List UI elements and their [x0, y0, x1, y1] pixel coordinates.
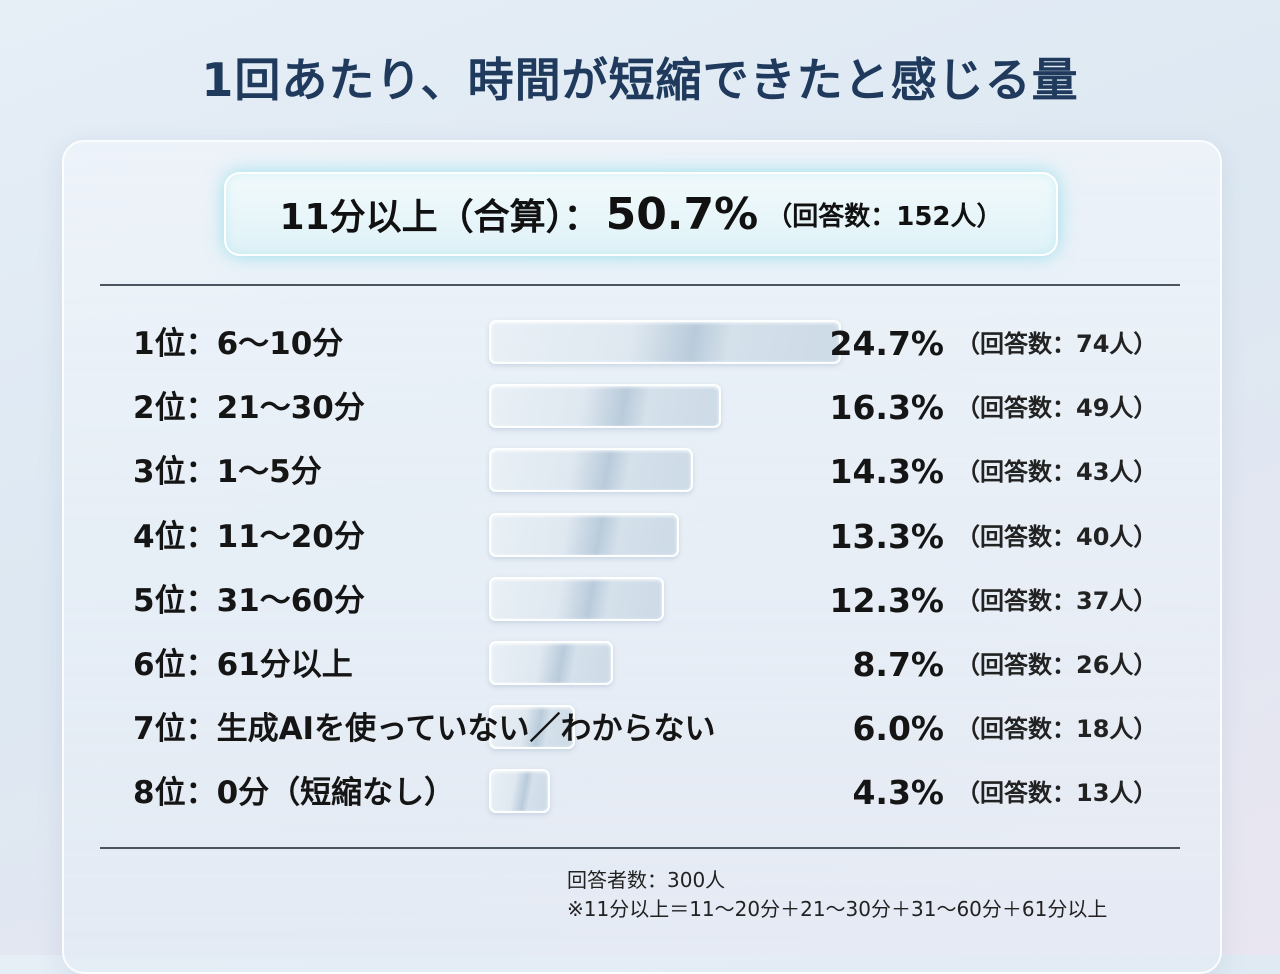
category-label: 5位：31〜60分: [133, 582, 365, 619]
divider-top: [100, 284, 1180, 286]
value-label: 24.7%: [829, 324, 945, 363]
category-label: 3位：1〜5分: [133, 454, 322, 491]
respondents-note: 回答者数：300人: [567, 868, 726, 892]
value-label: 13.3%: [829, 516, 945, 556]
bar-row: 1位：6〜10分 24.7% （回答数：74人）: [0, 319, 1280, 369]
bar-row: 7位：生成AIを使っていない／わからない 6.0% （回答数：18人）: [0, 704, 1280, 754]
bar-row: 8位：0分（短縮なし） 4.3% （回答数：13人）: [0, 768, 1280, 818]
category-label: 2位：21〜30分: [133, 390, 365, 427]
category-label: 8位：0分（短縮なし）: [133, 775, 456, 812]
bar: [489, 384, 721, 429]
bar-row: 5位：31〜60分 12.3% （回答数：37人）: [0, 576, 1280, 626]
chart-panel: [62, 140, 1222, 974]
summary-box: 11分以上（合算）： 50.7% （回答数：152人）: [224, 172, 1058, 256]
footnotes: 回答者数：300人 ※11分以上＝11〜20分＋21〜30分＋31〜60分＋61…: [567, 866, 1107, 924]
count-label: （回答数：40人）: [956, 522, 1158, 551]
value-label: 16.3%: [829, 388, 945, 428]
count-label: （回答数：26人）: [956, 651, 1158, 679]
bar: [489, 320, 841, 364]
count-label: （回答数：43人）: [956, 458, 1158, 487]
summary-label: 11分以上（合算）：: [279, 197, 600, 238]
value-label: 4.3%: [852, 773, 944, 813]
value-label: 12.3%: [829, 580, 945, 620]
bar-row: 4位：11〜20分 13.3% （回答数：40人）: [0, 512, 1280, 562]
summary-count: （回答数：152人）: [766, 201, 1003, 232]
value-label: 8.7%: [852, 645, 944, 684]
bar-row: 3位：1〜5分 14.3% （回答数：43人）: [0, 447, 1280, 497]
chart-title: 1回あたり、時間が短縮できたと感じる量: [201, 53, 1079, 107]
category-label: 7位：生成AIを使っていない／わからない: [133, 711, 716, 748]
count-label: （回答数：13人）: [956, 779, 1158, 808]
category-label: 4位：11〜20分: [133, 518, 365, 555]
value-label: 14.3%: [829, 452, 945, 492]
bar: [489, 769, 550, 814]
value-label: 6.0%: [852, 709, 944, 749]
count-label: （回答数：49人）: [956, 394, 1158, 423]
bar-row: 2位：21〜30分 16.3% （回答数：49人）: [0, 383, 1280, 433]
aggregation-note: ※11分以上＝11〜20分＋21〜30分＋31〜60分＋61分以上: [567, 897, 1108, 921]
summary-value: 50.7%: [605, 188, 759, 240]
bar: [489, 448, 693, 493]
divider-bottom: [100, 847, 1180, 849]
category-label: 6位：61分以上: [133, 647, 353, 683]
bar: [489, 705, 575, 750]
bar: [489, 641, 613, 685]
bar: [489, 512, 679, 557]
bar: [489, 576, 664, 621]
count-label: （回答数：37人）: [956, 586, 1158, 615]
count-label: （回答数：18人）: [956, 715, 1158, 744]
category-label: 1位：6〜10分: [133, 326, 344, 362]
bar-row: 6位：61分以上 8.7% （回答数：26人）: [0, 640, 1280, 690]
count-label: （回答数：74人）: [956, 330, 1158, 358]
